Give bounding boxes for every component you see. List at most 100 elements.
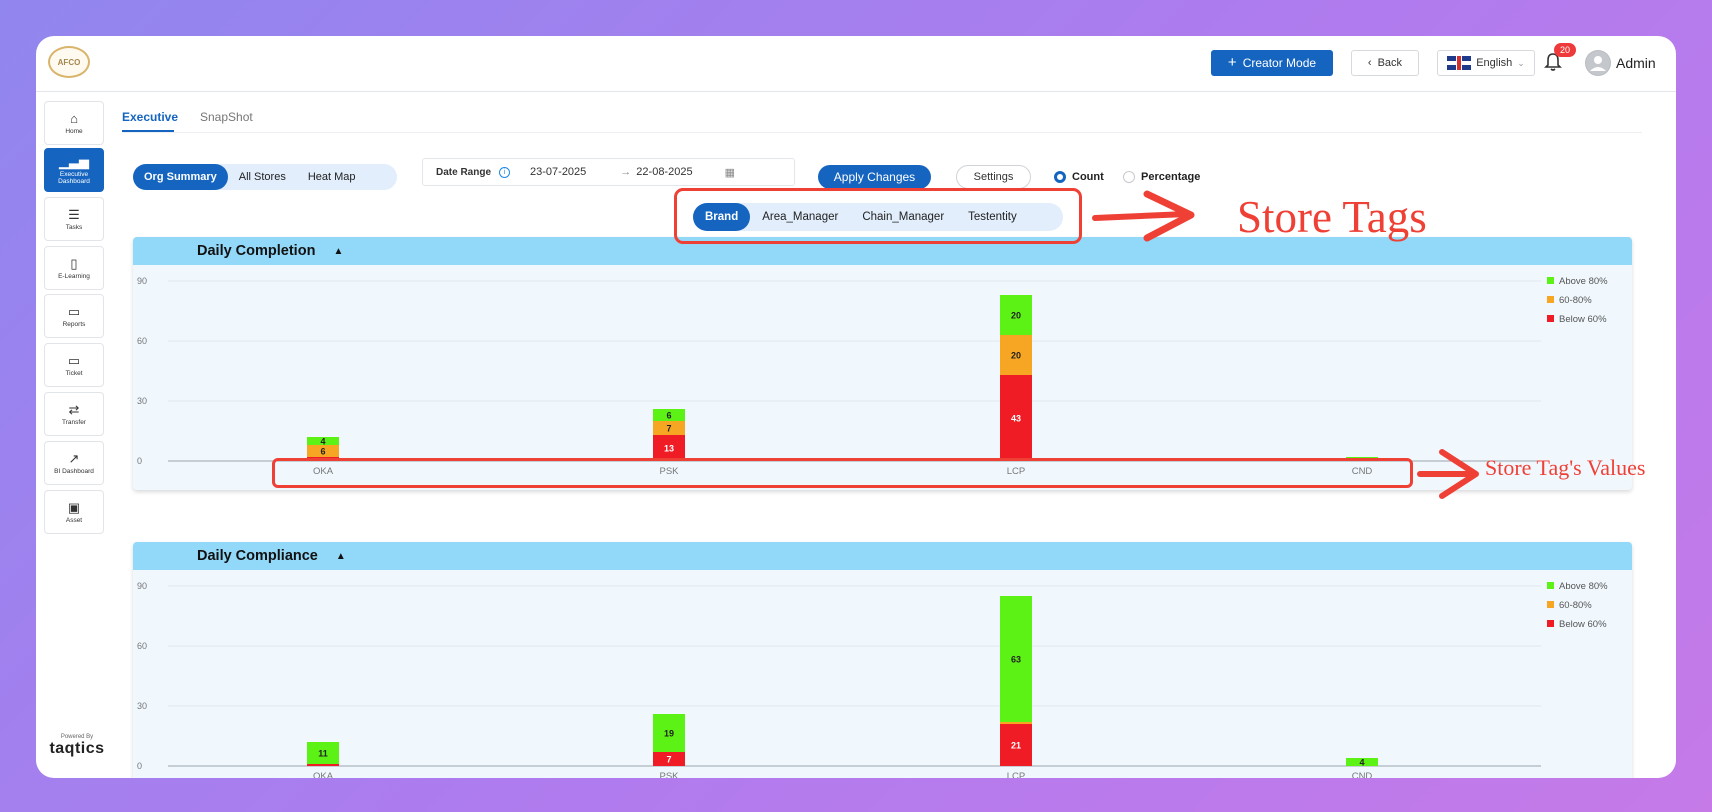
monitor-icon: ▭ — [67, 303, 81, 319]
y-tick-label: 30 — [137, 701, 147, 711]
creator-mode-button[interactable]: + Creator Mode — [1211, 50, 1333, 76]
view-all-stores[interactable]: All Stores — [238, 171, 286, 183]
bar-segment[interactable] — [653, 409, 685, 421]
legend-swatch — [1547, 582, 1554, 589]
language-label: English — [1476, 57, 1513, 69]
app-window: AFCO + Creator Mode ‹ Back English ⌄ 20 … — [36, 36, 1676, 778]
legend-swatch — [1547, 296, 1554, 303]
store-tag-area-manager[interactable]: Area_Manager — [762, 211, 839, 223]
settings-button[interactable]: Settings — [956, 165, 1031, 189]
bar-segment[interactable] — [1000, 722, 1032, 724]
sidebar-item-tasks[interactable]: ☰ Tasks — [44, 197, 104, 241]
bar-segment[interactable] — [307, 742, 339, 764]
date-range-picker[interactable]: Date Range i 23-07-2025 → 22-08-2025 ▦ — [422, 158, 795, 186]
chevron-left-icon: ‹ — [1367, 57, 1372, 69]
transfer-icon: ⇄ — [68, 401, 80, 417]
bar-segment[interactable] — [307, 764, 339, 766]
bar-value-label: 11 — [318, 749, 328, 759]
bar-segment[interactable] — [1000, 724, 1032, 766]
legend-label[interactable]: Above 80% — [1559, 276, 1608, 287]
info-icon[interactable]: i — [499, 166, 511, 178]
bar-segment[interactable] — [653, 714, 685, 752]
store-tag-values-highlight — [272, 458, 1413, 488]
taqtics-logo: taqtics — [49, 740, 105, 757]
bar-segment[interactable] — [1000, 295, 1032, 335]
radio-percentage[interactable]: Percentage — [1123, 171, 1200, 183]
chart-title: Daily Completion — [197, 243, 316, 259]
notification-badge: 20 — [1554, 43, 1576, 57]
sidebar-item-ticket[interactable]: ▭ Ticket — [44, 343, 104, 387]
legend-label[interactable]: 60-80% — [1559, 295, 1592, 306]
y-tick-label: 60 — [137, 336, 147, 346]
bar-segment[interactable] — [653, 421, 685, 435]
back-button[interactable]: ‹ Back — [1351, 50, 1419, 76]
x-tick-label: OKA — [313, 771, 334, 778]
bar-segment[interactable] — [1346, 758, 1378, 766]
collapse-caret-icon[interactable]: ▲ — [333, 245, 344, 257]
bar-value-label: 7 — [666, 424, 671, 434]
store-tag-switcher: Brand Area_Manager Chain_Manager Testent… — [693, 203, 1063, 231]
bar-segment[interactable] — [653, 435, 685, 461]
tab-snapshot[interactable]: SnapShot — [200, 110, 253, 124]
chart-title: Daily Compliance — [197, 548, 318, 564]
view-switcher: Org Summary All Stores Heat Map — [133, 164, 397, 190]
user-name[interactable]: Admin — [1616, 55, 1656, 71]
task-list-icon: ☰ — [68, 206, 80, 222]
sidebar-item-label: Reports — [62, 320, 86, 328]
y-tick-label: 90 — [137, 581, 147, 591]
y-tick-label: 0 — [137, 456, 142, 466]
apply-changes-button[interactable]: Apply Changes — [818, 165, 931, 189]
calendar-icon[interactable]: ▦ — [724, 166, 735, 179]
bar-segment[interactable] — [653, 752, 685, 766]
sidebar-item-reports[interactable]: ▭ Reports — [44, 294, 104, 338]
bar-segment[interactable] — [1000, 596, 1032, 722]
chart-header: Daily Compliance ▲ — [133, 542, 1632, 570]
sidebar-item-asset[interactable]: ▣ Asset — [44, 490, 104, 534]
x-tick-label: LCP — [1007, 466, 1025, 477]
user-avatar[interactable] — [1585, 50, 1611, 76]
bar-segment[interactable] — [307, 445, 339, 457]
sidebar-item-transfer[interactable]: ⇄ Transfer — [44, 392, 104, 436]
legend-label[interactable]: 60-80% — [1559, 600, 1592, 611]
plus-icon: + — [1227, 54, 1237, 71]
legend-label[interactable]: Above 80% — [1559, 581, 1608, 592]
date-to[interactable]: 22-08-2025 — [636, 166, 693, 178]
chevron-down-icon: ⌄ — [1517, 57, 1525, 68]
sidebar-item-home[interactable]: ⌂ Home — [44, 101, 104, 145]
bar-value-label: 63 — [1011, 655, 1021, 665]
bar-value-label: 19 — [664, 729, 674, 739]
date-from[interactable]: 23-07-2025 — [530, 166, 587, 178]
bar-segment[interactable] — [1000, 335, 1032, 375]
powered-by: Powered By taqtics — [44, 734, 110, 758]
sidebar-item-e-learning[interactable]: ▯ E-Learning — [44, 246, 104, 290]
sidebar-item-bi-dashboard[interactable]: ↗ BI Dashboard — [44, 441, 104, 485]
x-tick-label: OKA — [313, 466, 334, 477]
daily-compliance-chart: 0 30 60 90 11 OKA 7 19 PSK 21 63 LCP 4 CND Above 80% 60… — [137, 581, 1608, 778]
view-heat-map[interactable]: Heat Map — [307, 171, 356, 183]
store-tag-testentity[interactable]: Testentity — [968, 211, 1017, 223]
radio-count-label: Count — [1072, 171, 1104, 183]
sidebar-item-label: Asset — [65, 516, 83, 524]
sidebar-item-executive-dashboard[interactable]: ▁▃▅ Executive Dashboard — [44, 148, 104, 192]
view-org-summary[interactable]: Org Summary — [133, 164, 228, 190]
sidebar-item-label: Tasks — [65, 223, 83, 231]
creator-mode-label: Creator Mode — [1242, 56, 1317, 70]
y-tick-label: 0 — [137, 761, 142, 771]
legend-swatch — [1547, 277, 1554, 284]
legend-label[interactable]: Below 60% — [1559, 314, 1607, 325]
store-tag-chain-manager[interactable]: Chain_Manager — [862, 211, 945, 223]
bar-value-label: 20 — [1011, 351, 1021, 361]
tab-executive[interactable]: Executive — [122, 110, 179, 124]
bar-segment[interactable] — [1000, 375, 1032, 461]
store-tag-brand[interactable]: Brand — [693, 203, 751, 231]
legend-label[interactable]: Below 60% — [1559, 619, 1607, 630]
radio-count[interactable]: Count — [1054, 171, 1104, 183]
company-logo[interactable]: AFCO — [48, 46, 90, 78]
collapse-caret-icon[interactable]: ▲ — [335, 550, 346, 562]
bar-chart-icon: ▁▃▅ — [59, 154, 89, 169]
bar-segment[interactable] — [307, 437, 339, 445]
legend-swatch — [1547, 601, 1554, 608]
y-tick-label: 30 — [137, 396, 147, 406]
language-select[interactable]: English ⌄ — [1437, 50, 1535, 76]
legend-swatch — [1547, 315, 1554, 322]
